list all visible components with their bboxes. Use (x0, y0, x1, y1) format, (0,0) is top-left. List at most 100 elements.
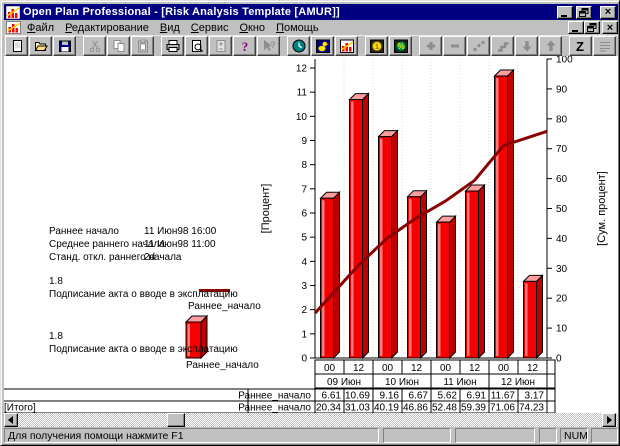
minimize-button[interactable] (557, 5, 573, 19)
copy-icon (113, 40, 124, 52)
remove-icon (450, 44, 459, 48)
status-panel-4 (591, 428, 618, 443)
document-chart-icon[interactable] (4, 21, 22, 35)
status-panel-3 (539, 428, 557, 443)
close-button[interactable]: × (600, 5, 616, 19)
percent-icon: % (393, 39, 408, 53)
toolbar-button-sort-z[interactable]: Z (569, 36, 592, 56)
scroll-left-button[interactable] (4, 413, 18, 427)
status-message: Для получения помощи нажмите F1 (4, 428, 379, 443)
toolbar-button-coin[interactable]: 1 (365, 36, 388, 56)
toolbar-button-remove[interactable] (443, 36, 466, 56)
svg-text:[Сум. процент]: [Сум. процент] (596, 171, 608, 246)
toolbar-button-paste[interactable] (131, 36, 154, 56)
menu-window[interactable]: Окно (239, 21, 266, 34)
toolbar-button-help[interactable]: ? (233, 36, 256, 56)
svg-text:12: 12 (411, 363, 423, 374)
toolbar-group: Z (569, 36, 616, 56)
toolbar-button-open[interactable] (29, 36, 52, 56)
title-bar: Open Plan Professional - [Risk Analysis … (4, 4, 618, 20)
svg-text:?: ? (270, 40, 276, 50)
toolbar-button-list[interactable] (593, 36, 616, 56)
toolbar-button-page-adjust[interactable] (209, 36, 232, 56)
menu-edit[interactable]: Редактирование (65, 21, 149, 34)
legend-line-code: 1.8 (49, 276, 63, 287)
horizontal-scrollbar[interactable] (4, 413, 618, 427)
svg-text:00: 00 (382, 363, 394, 374)
early-start-value: 11 Июн98 16:00 (144, 226, 217, 237)
legend-bar-activity: Подписание акта о вводе в эксплатацию (49, 344, 238, 355)
toolbar-button-percent[interactable]: % (389, 36, 412, 56)
histogram-icon (339, 39, 354, 53)
chart-view: 0 1 2 3 4 5 6 7 8 9 10 11 12 0 10 20 30 40 50 60 70 80 90 100 [П… (4, 56, 618, 413)
arrow-down-icon (522, 41, 531, 52)
steps-icon (497, 42, 508, 52)
svg-text:9: 9 (301, 136, 307, 147)
toolbar-button-save[interactable] (53, 36, 76, 56)
toolbar-button-duck[interactable] (311, 36, 334, 56)
minimize-icon (561, 14, 567, 17)
legend-bar-code: 1.8 (49, 331, 63, 342)
menu-view[interactable]: Вид (159, 21, 180, 34)
svg-text:71.06: 71.06 (490, 403, 515, 414)
status-num-indicator: NUM (560, 428, 588, 443)
scroll-right-button[interactable] (602, 413, 616, 427)
mdi-minimize-button[interactable] (568, 21, 584, 34)
svg-text:10 Июн: 10 Июн (385, 377, 419, 388)
mdi-close-button[interactable]: × (602, 21, 618, 34)
svg-text:Раннее_начало: Раннее_начало (238, 403, 311, 414)
svg-text:11 Июн: 11 Июн (443, 377, 476, 388)
toolbar-button-scatter[interactable] (467, 36, 490, 56)
legend-bar-series: Раннее_начало (186, 360, 259, 371)
toolbar-button-new[interactable] (5, 36, 28, 56)
svg-text:20.34: 20.34 (316, 403, 341, 414)
toolbar-button-steps[interactable] (491, 36, 514, 56)
svg-text:5.62: 5.62 (438, 391, 458, 402)
page-adjust-icon (216, 40, 225, 52)
menu-bar: Файл Редактирование Вид Сервис Окно Помощь × (4, 20, 618, 35)
coin-icon: 1 (369, 39, 384, 53)
paste-icon (137, 39, 148, 53)
restore-icon (579, 7, 589, 17)
svg-text:12: 12 (469, 363, 481, 374)
svg-text:8: 8 (301, 160, 307, 171)
svg-text:40: 40 (556, 234, 568, 245)
toolbar-button-histogram[interactable] (335, 36, 358, 56)
svg-text:20: 20 (556, 294, 568, 305)
menu-help[interactable]: Помощь (276, 21, 319, 34)
toolbar-button-copy[interactable] (107, 36, 130, 56)
toolbar-button-cut[interactable] (83, 36, 106, 56)
menu-file[interactable]: Файл (27, 21, 55, 34)
toolbar-button-clock[interactable] (287, 36, 310, 56)
svg-text:%: % (397, 42, 404, 51)
toolbar-button-print[interactable] (161, 36, 184, 56)
scroll-thumb[interactable] (167, 413, 185, 427)
toolbar-button-context-help[interactable]: ? (257, 36, 280, 56)
window-title: Open Plan Professional - [Risk Analysis … (23, 6, 340, 18)
legend-line-series: Раннее_начало (188, 301, 261, 312)
svg-text:[Итого]: [Итого] (4, 403, 36, 414)
status-panel-2 (455, 428, 535, 443)
toolbar-button-arrow-up[interactable] (539, 36, 562, 56)
svg-text:12: 12 (296, 64, 308, 75)
menu-items: Файл Редактирование Вид Сервис Окно Помощь (22, 21, 325, 35)
svg-text:1: 1 (375, 44, 379, 51)
svg-text:12: 12 (353, 363, 365, 374)
svg-text:70: 70 (556, 144, 568, 155)
svg-text:100: 100 (556, 56, 573, 66)
svg-text:12: 12 (527, 363, 539, 374)
mdi-restore-button[interactable] (584, 21, 600, 34)
toolbar: ?? 1% Z (4, 35, 618, 56)
svg-text:Z: Z (576, 39, 584, 53)
menu-tools[interactable]: Сервис (190, 21, 229, 34)
svg-text:80: 80 (556, 114, 568, 125)
toolbar-button-arrow-down[interactable] (515, 36, 538, 56)
toolbar-button-add[interactable] (419, 36, 442, 56)
restore-button[interactable] (576, 5, 592, 19)
svg-text:10: 10 (556, 324, 568, 335)
svg-text:?: ? (241, 39, 248, 53)
svg-text:10: 10 (296, 112, 308, 123)
scatter-icon (472, 40, 485, 52)
toolbar-button-print-preview[interactable] (185, 36, 208, 56)
svg-text:1: 1 (301, 329, 307, 340)
